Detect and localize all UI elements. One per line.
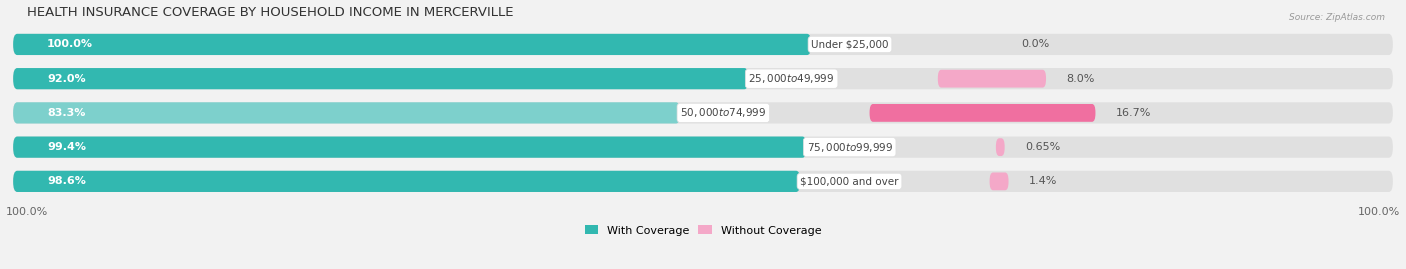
FancyBboxPatch shape xyxy=(13,68,1393,89)
Text: 0.65%: 0.65% xyxy=(1025,142,1060,152)
Text: 83.3%: 83.3% xyxy=(46,108,86,118)
Text: 1.4%: 1.4% xyxy=(1029,176,1057,186)
Text: $100,000 and over: $100,000 and over xyxy=(800,176,898,186)
Text: $50,000 to $74,999: $50,000 to $74,999 xyxy=(681,107,766,119)
FancyBboxPatch shape xyxy=(13,68,748,89)
FancyBboxPatch shape xyxy=(869,104,1095,122)
FancyBboxPatch shape xyxy=(13,102,1393,123)
Text: Source: ZipAtlas.com: Source: ZipAtlas.com xyxy=(1289,13,1385,22)
Text: 99.4%: 99.4% xyxy=(46,142,86,152)
Text: Under $25,000: Under $25,000 xyxy=(811,40,889,49)
Text: $75,000 to $99,999: $75,000 to $99,999 xyxy=(807,141,893,154)
FancyBboxPatch shape xyxy=(13,34,1393,55)
Text: 0.0%: 0.0% xyxy=(1021,40,1049,49)
Legend: With Coverage, Without Coverage: With Coverage, Without Coverage xyxy=(585,225,821,236)
FancyBboxPatch shape xyxy=(13,171,1393,192)
Text: $25,000 to $49,999: $25,000 to $49,999 xyxy=(748,72,835,85)
FancyBboxPatch shape xyxy=(13,171,800,192)
Text: 98.6%: 98.6% xyxy=(46,176,86,186)
Text: 16.7%: 16.7% xyxy=(1116,108,1152,118)
FancyBboxPatch shape xyxy=(13,137,1393,158)
FancyBboxPatch shape xyxy=(13,34,811,55)
FancyBboxPatch shape xyxy=(990,172,1008,190)
Text: 8.0%: 8.0% xyxy=(1066,74,1095,84)
Text: 92.0%: 92.0% xyxy=(46,74,86,84)
Text: 100.0%: 100.0% xyxy=(46,40,93,49)
FancyBboxPatch shape xyxy=(938,70,1046,88)
FancyBboxPatch shape xyxy=(995,138,1005,156)
FancyBboxPatch shape xyxy=(13,102,681,123)
FancyBboxPatch shape xyxy=(13,137,807,158)
Text: HEALTH INSURANCE COVERAGE BY HOUSEHOLD INCOME IN MERCERVILLE: HEALTH INSURANCE COVERAGE BY HOUSEHOLD I… xyxy=(27,6,513,19)
